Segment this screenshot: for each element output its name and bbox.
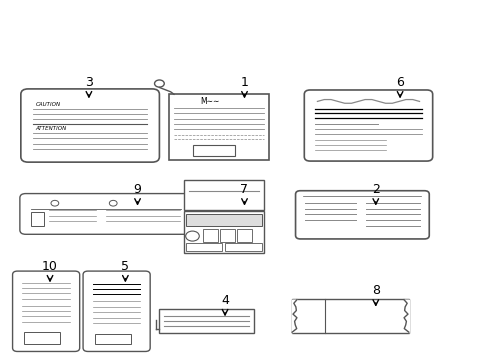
Text: CAUTION: CAUTION <box>35 102 61 107</box>
FancyBboxPatch shape <box>159 309 254 333</box>
Text: 4: 4 <box>221 294 228 307</box>
Text: 10: 10 <box>42 260 58 273</box>
FancyBboxPatch shape <box>21 89 159 162</box>
FancyBboxPatch shape <box>203 229 217 242</box>
Text: 8: 8 <box>371 284 379 297</box>
Text: 2: 2 <box>371 183 379 196</box>
FancyBboxPatch shape <box>183 211 264 253</box>
FancyBboxPatch shape <box>24 332 60 343</box>
FancyBboxPatch shape <box>183 180 264 210</box>
FancyBboxPatch shape <box>304 90 432 161</box>
Text: M∼∼: M∼∼ <box>201 97 220 106</box>
Text: 9: 9 <box>133 183 141 196</box>
Text: 1: 1 <box>240 76 248 89</box>
FancyBboxPatch shape <box>291 299 408 333</box>
FancyBboxPatch shape <box>193 145 234 156</box>
FancyBboxPatch shape <box>30 212 44 226</box>
Text: 3: 3 <box>85 76 93 89</box>
Text: 6: 6 <box>395 76 403 89</box>
FancyBboxPatch shape <box>169 94 268 160</box>
FancyBboxPatch shape <box>295 191 428 239</box>
Text: 7: 7 <box>240 183 248 196</box>
FancyBboxPatch shape <box>237 229 251 242</box>
FancyBboxPatch shape <box>224 243 261 251</box>
FancyBboxPatch shape <box>83 271 150 351</box>
Text: ATTENTION: ATTENTION <box>35 126 66 131</box>
FancyBboxPatch shape <box>220 229 234 242</box>
FancyBboxPatch shape <box>13 271 80 351</box>
FancyBboxPatch shape <box>186 243 221 251</box>
Text: 5: 5 <box>121 260 129 273</box>
FancyBboxPatch shape <box>20 194 192 234</box>
FancyBboxPatch shape <box>95 334 131 343</box>
FancyBboxPatch shape <box>186 213 261 226</box>
